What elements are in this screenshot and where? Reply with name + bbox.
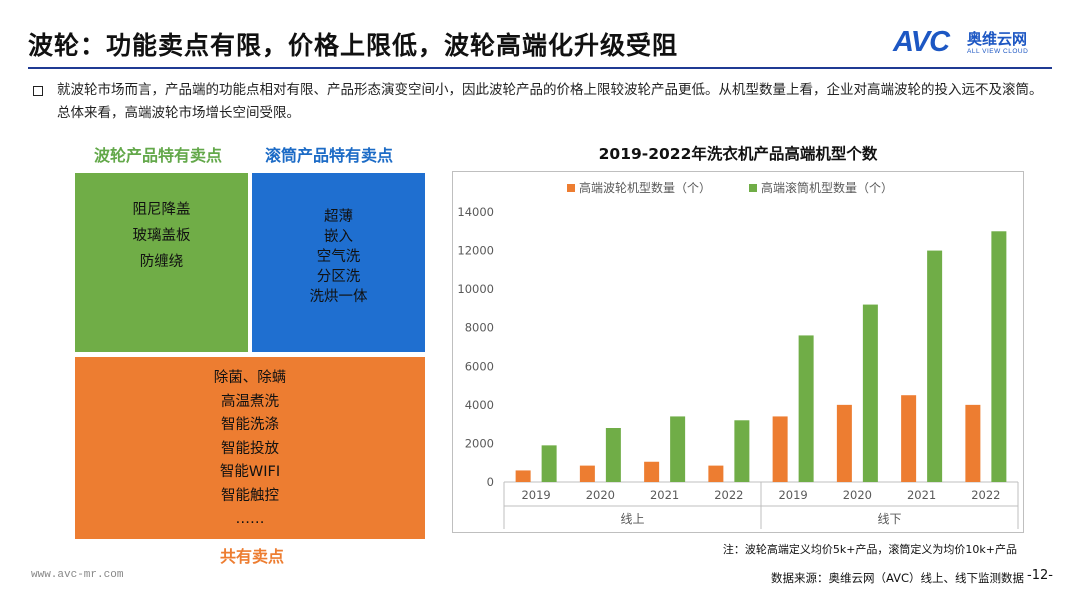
x-tick-label: 2022 [714,488,743,502]
drum-feature-item: 超薄 [324,209,353,225]
bar-drum [734,420,750,482]
x-tick-label: 2020 [843,488,872,502]
logo-en-text: ALL VIEW CLOUD [967,48,1029,55]
group-label: 线下 [877,512,901,526]
bar-pulsator [644,461,660,482]
shared-feature-item: 除菌、除螨 [213,370,287,386]
bar-pulsator [965,404,981,482]
bar-drum [927,250,943,482]
chart-footnote: 注：波轮高端定义均价5k+产品，滚筒定义为均价10k+产品 [722,543,1017,556]
shared-feature-item: 智能投放 [221,440,279,457]
title-divider [28,67,1052,69]
drum-features-header: 滚筒产品特有卖点 [265,146,394,165]
legend-label: 高端波轮机型数量（个） [579,180,711,195]
bar-pulsator [515,470,531,482]
y-tick-label: 6000 [465,359,494,373]
legend-label: 高端滚筒机型数量（个） [761,180,893,195]
x-tick-label: 2019 [521,488,550,502]
pulsator-feature-item: 防缠绕 [139,254,184,270]
chart-frame [452,171,1024,533]
pulsator-features-header: 波轮产品特有卖点 [94,146,223,165]
bar-drum [541,445,557,482]
shared-feature-item: 智能WIFI [219,464,281,480]
x-tick-label: 2019 [778,488,807,502]
page-number: -12- [1027,568,1053,583]
bar-drum [670,416,686,482]
y-tick-label: 14000 [457,205,494,219]
pulsator-feature-item: 阻尼降盖 [132,202,191,218]
x-tick-label: 2021 [650,488,679,502]
drum-feature-item: 空气洗 [316,249,361,265]
bar-pulsator [579,465,595,482]
x-tick-label: 2020 [586,488,615,502]
logo-mark: AVC [893,26,950,58]
legend-swatch [749,184,757,192]
intro-paragraph: 就波轮市场而言，产品端的功能点相对有限、产品形态演变空间小，因此波轮产品的价格上… [57,82,1043,121]
drum-feature-item: 分区洗 [316,269,361,285]
bar-drum [605,428,621,482]
bar-pulsator [708,465,724,482]
bullet-square-icon [33,86,43,96]
pulsator-features-box: 阻尼降盖 玻璃盖板 防缠绕 [73,171,250,354]
logo-cn-text: 奥维云网 [967,30,1028,48]
chart-title: 2019-2022年洗衣机产品高端机型个数 [598,145,878,163]
drum-feature-item: 嵌入 [324,229,353,245]
y-tick-label: 0 [487,475,494,489]
drum-features-box: 超薄 嵌入 空气洗 分区洗 洗烘一体 [250,171,427,354]
bar-drum [862,304,878,482]
shared-feature-item: 智能触控 [221,487,279,504]
bar-pulsator [901,395,917,482]
y-tick-label: 4000 [465,398,494,412]
bar-drum [798,335,814,482]
shared-feature-item: 高温煮洗 [221,393,279,410]
bar-drum [991,231,1007,482]
bar-pulsator [772,416,788,482]
shared-features-header: 共有卖点 [220,547,285,566]
website-url: www.avc-mr.com [31,569,124,581]
data-source: 数据来源：奥维云网（AVC）线上、线下监测数据 [770,571,1024,585]
y-tick-label: 12000 [457,244,494,258]
shared-feature-item: …… [235,511,265,527]
bar-pulsator [836,404,852,482]
y-tick-label: 2000 [465,436,494,450]
bar-chart: 0 2000 4000 6000 8000 10000 12000 14000 高端波轮机型数量… [457,180,1019,529]
pulsator-feature-item: 玻璃盖板 [132,228,191,244]
legend-swatch [567,184,575,192]
y-tick-label: 10000 [457,282,494,296]
x-tick-label: 2022 [971,488,1000,502]
drum-feature-item: 洗烘一体 [309,289,368,305]
page-title: 波轮：功能卖点有限，价格上限低，波轮高端化升级受阻 [28,31,679,60]
x-tick-label: 2021 [907,488,936,502]
y-tick-label: 8000 [465,321,494,335]
shared-features-box: 除菌、除螨 高温煮洗 智能洗涤 智能投放 智能WIFI 智能触控 …… [73,355,427,541]
shared-feature-item: 智能洗涤 [221,417,279,433]
avc-logo: AVC 奥维云网 ALL VIEW CLOUD [893,26,1053,60]
group-label: 线上 [620,512,644,526]
